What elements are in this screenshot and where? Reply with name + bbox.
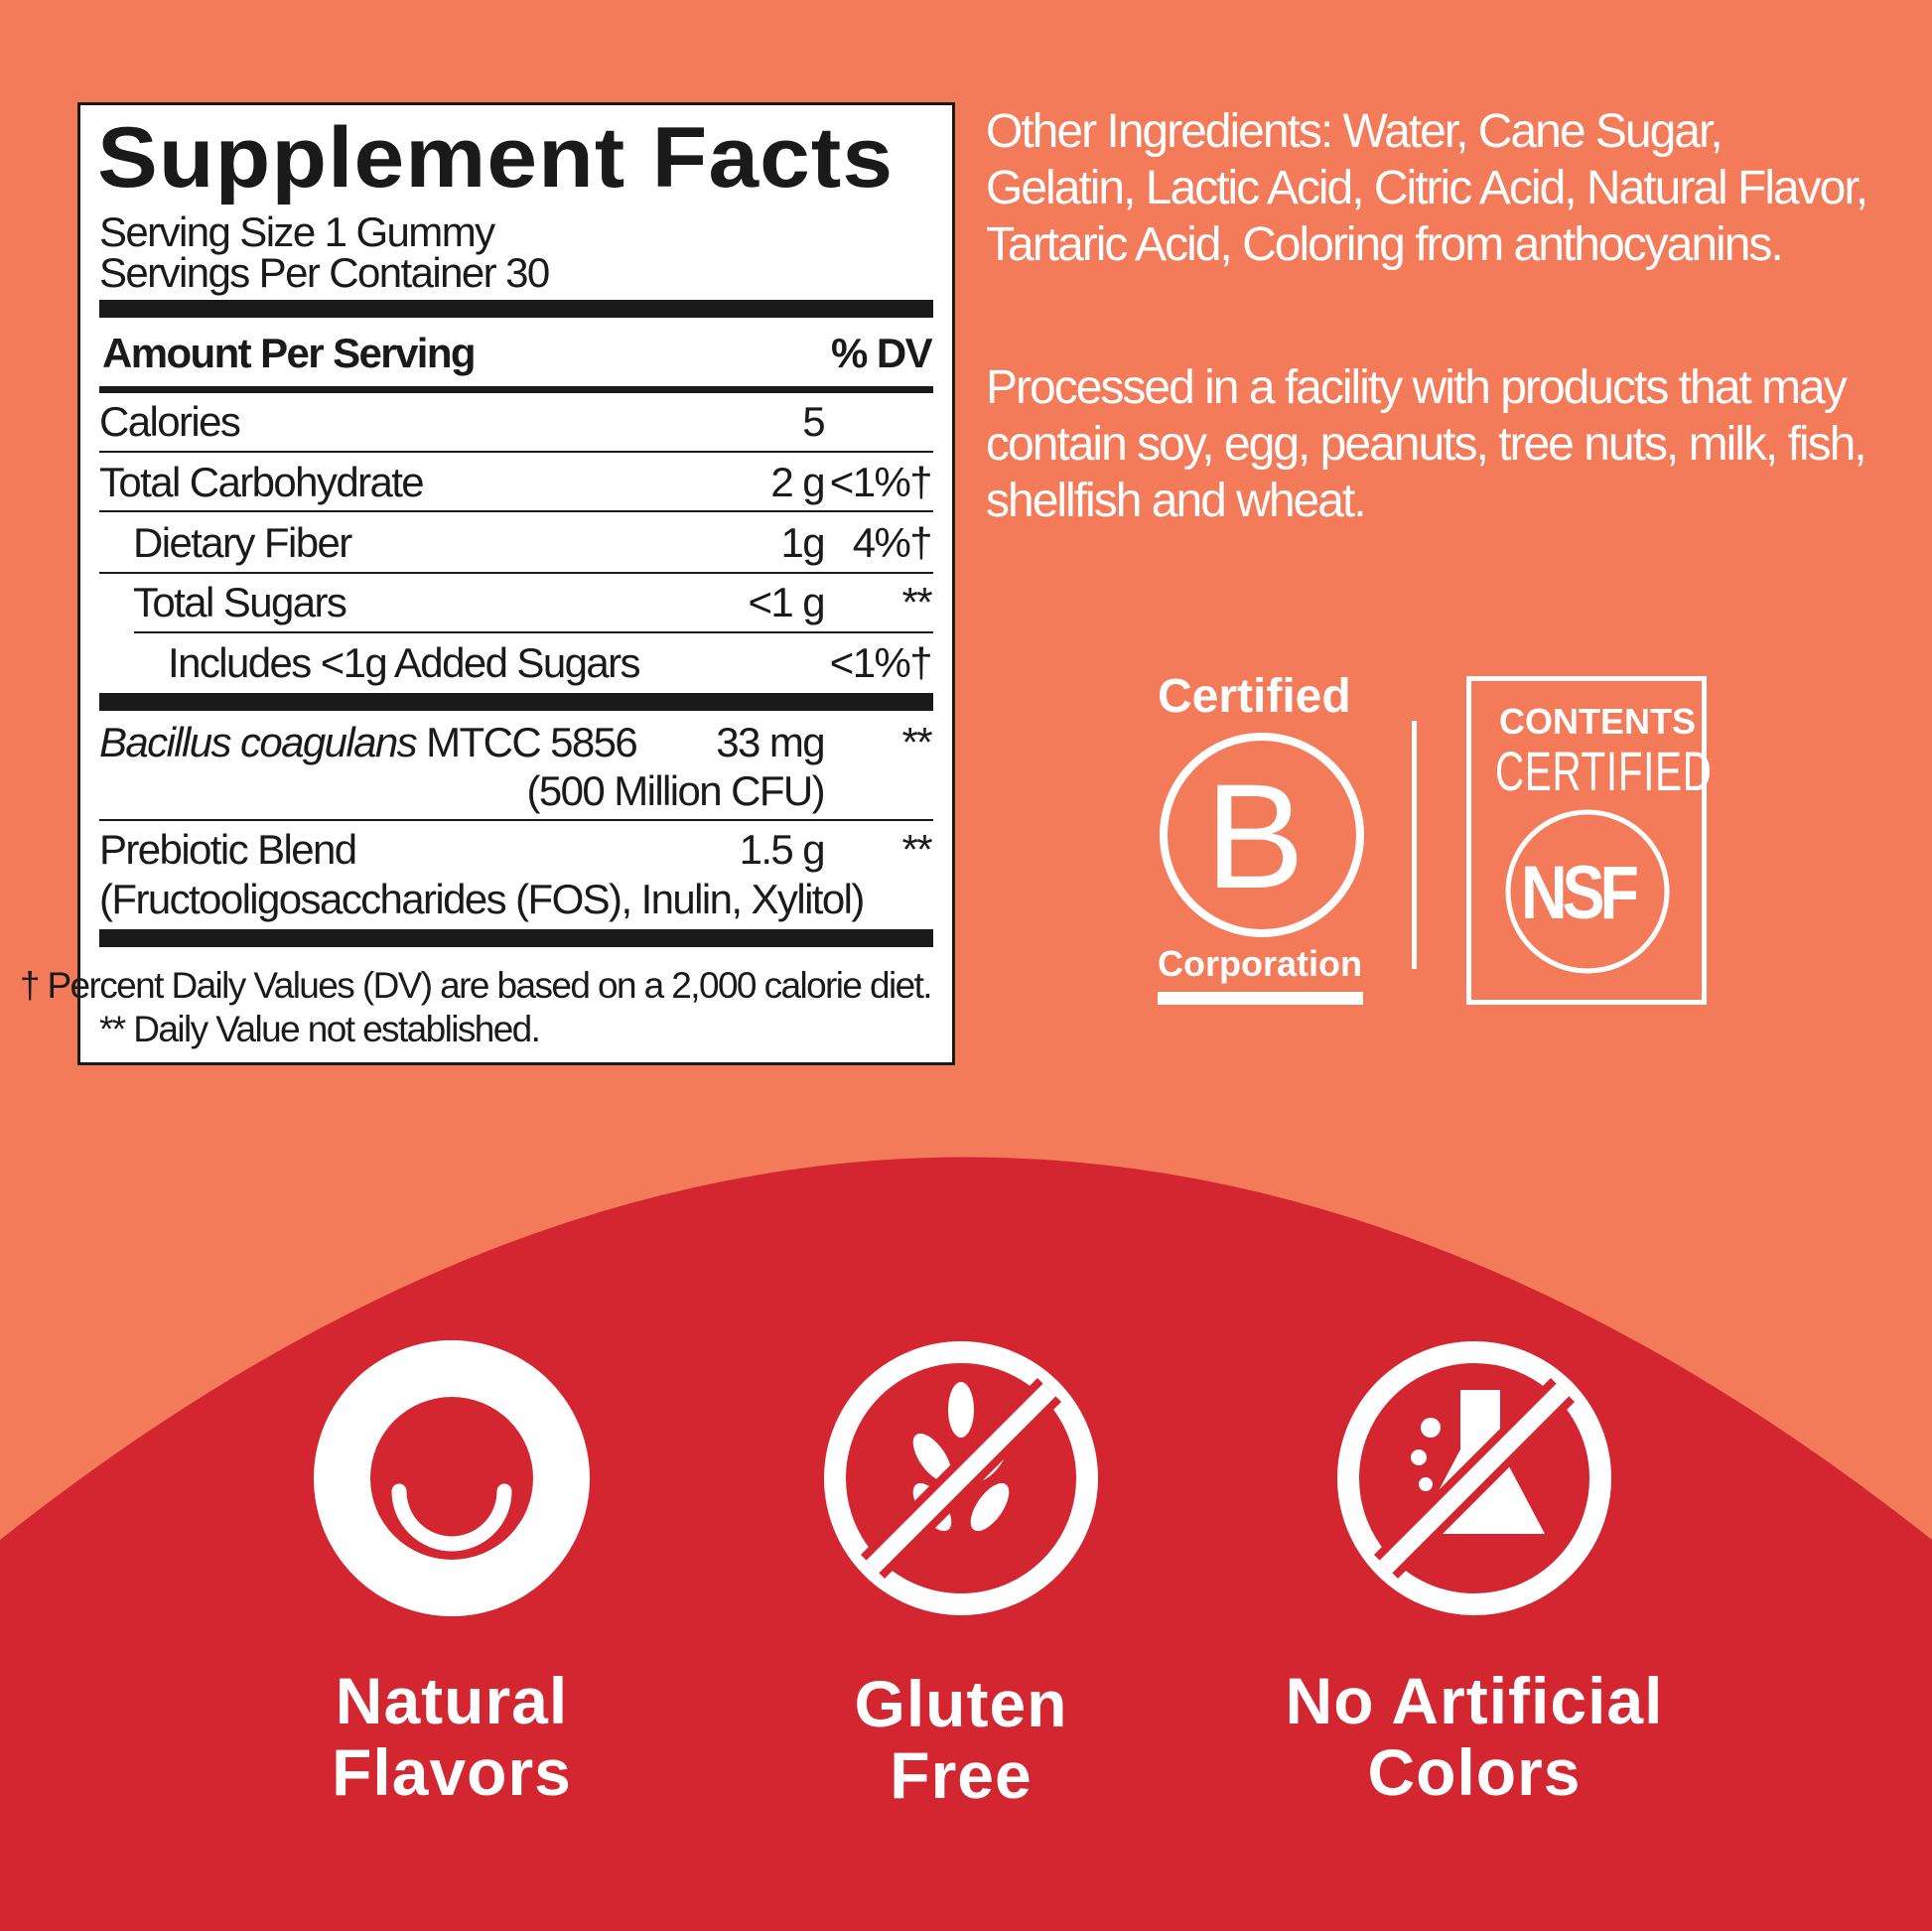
header-dv: % DV bbox=[831, 330, 933, 376]
bcorp-letter: B bbox=[1205, 753, 1306, 919]
nsf-badge: CONTENTS CERTIFIED NSF bbox=[1466, 676, 1712, 1005]
row-dv: <1%† bbox=[829, 459, 933, 505]
allergen-statement: Processed in a facility with products th… bbox=[986, 361, 1867, 527]
bcorp-corporation: Corporation bbox=[1158, 943, 1362, 984]
row-name: Dietary Fiber bbox=[133, 519, 352, 566]
feature-line: Gluten bbox=[854, 1667, 1068, 1740]
row-name: Total Carbohydrate bbox=[99, 459, 425, 505]
row-amount: <1 g bbox=[748, 579, 825, 625]
probiotic-name: Bacillus coagulans MTCC 5856 bbox=[99, 719, 638, 766]
feature-line: Colors bbox=[1367, 1735, 1582, 1809]
divider-medium bbox=[99, 386, 933, 393]
probiotic-species: Bacillus coagulans bbox=[99, 719, 418, 765]
row-name: Calories bbox=[99, 398, 241, 445]
feature-gluten-free: Gluten Free bbox=[753, 1668, 1170, 1811]
row-dv: 4%† bbox=[852, 519, 933, 566]
feature-natural-flavors: Natural Flavors bbox=[243, 1665, 660, 1808]
no-wheat-icon bbox=[824, 1341, 1098, 1615]
other-ingredients: Other Ingredients: Water, Cane Sugar, Ge… bbox=[986, 105, 1868, 271]
row-dv: ** bbox=[901, 579, 933, 625]
row-dv: <1%† bbox=[829, 639, 933, 686]
row-amount: 5 bbox=[802, 398, 825, 445]
divider bbox=[99, 572, 933, 574]
divider-thick bbox=[99, 929, 933, 947]
badge-divider bbox=[1412, 721, 1417, 969]
facts-title: Supplement Facts bbox=[97, 110, 895, 206]
prebiotic-amount: 1.5 g bbox=[739, 826, 826, 873]
feature-line: No Artificial bbox=[1285, 1664, 1664, 1737]
divider bbox=[99, 510, 933, 512]
divider bbox=[99, 819, 933, 821]
b-circle-icon bbox=[1160, 733, 1364, 937]
nsf-circle-icon bbox=[1505, 809, 1670, 974]
feature-line: Flavors bbox=[332, 1735, 572, 1809]
nsf-mark: NSF bbox=[1521, 851, 1639, 935]
header-amount: Amount Per Serving bbox=[102, 330, 477, 376]
nsf-contents: CONTENTS bbox=[1499, 701, 1696, 742]
feature-no-artificial-colors: No Artificial Colors bbox=[1216, 1665, 1732, 1808]
bcorp-underline bbox=[1158, 992, 1363, 1005]
supplement-facts-panel: Supplement Facts Serving Size 1 Gummy Se… bbox=[20, 102, 955, 1065]
servings-per-container: Servings Per Container 30 bbox=[99, 249, 550, 296]
divider bbox=[99, 451, 933, 453]
feature-line: Natural bbox=[335, 1664, 569, 1737]
probiotic-cfu: (500 Million CFU) bbox=[526, 767, 825, 814]
feature-line: Free bbox=[890, 1738, 1033, 1812]
divider bbox=[134, 631, 933, 633]
smile-icon bbox=[314, 1340, 590, 1616]
row-name: Total Sugars bbox=[133, 579, 347, 625]
footnote-not-established: ** Daily Value not established. bbox=[99, 1009, 541, 1049]
divider-thick bbox=[99, 693, 933, 711]
serving-size: Serving Size 1 Gummy bbox=[99, 208, 495, 255]
probiotic-dv: ** bbox=[901, 719, 933, 765]
nsf-certified: CERTIFIED bbox=[1495, 740, 1713, 802]
row-amount: 1g bbox=[780, 519, 825, 566]
prebiotic-dv: ** bbox=[901, 826, 933, 873]
no-flask-icon bbox=[1337, 1341, 1611, 1615]
row-amount: 2 g bbox=[770, 459, 825, 505]
prebiotic-components: (Fructooligosaccharides (FOS), Inulin, X… bbox=[99, 876, 865, 922]
footnote-dv: † Percent Daily Values (DV) are based on… bbox=[19, 965, 933, 1006]
probiotic-strain: MTCC 5856 bbox=[416, 719, 638, 765]
divider-thick bbox=[99, 300, 933, 318]
row-name: Includes <1g Added Sugars bbox=[168, 639, 640, 686]
bcorp-certified: Certified bbox=[1158, 670, 1351, 723]
prebiotic-name: Prebiotic Blend bbox=[99, 826, 357, 873]
probiotic-amount: 33 mg bbox=[716, 719, 825, 765]
